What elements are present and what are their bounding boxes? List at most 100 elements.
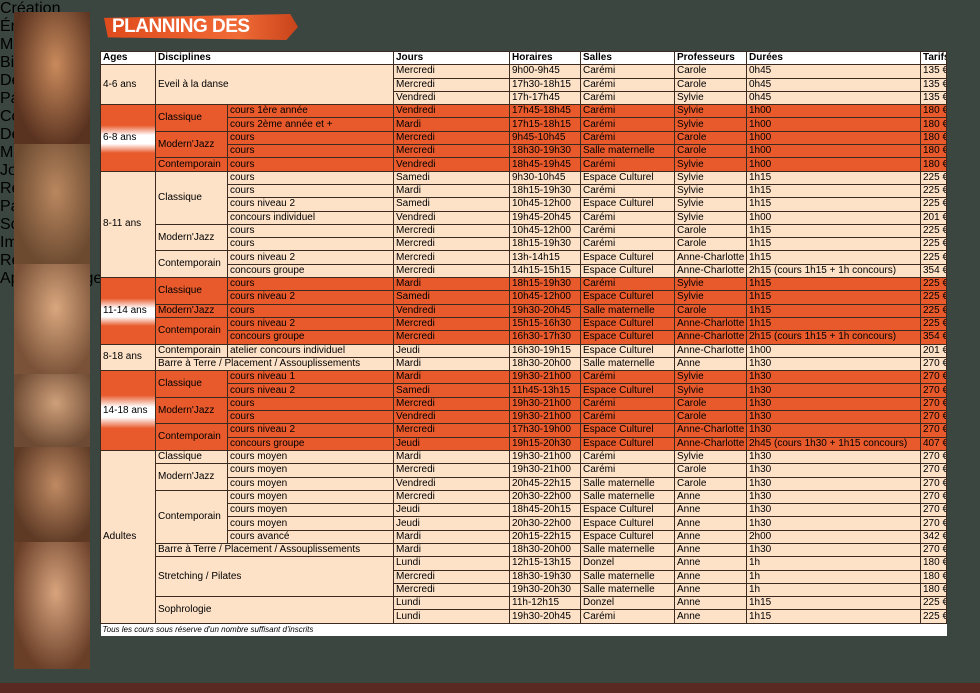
cell: 18h15-19h30 <box>509 277 581 292</box>
table-row: cours Mardi 18h15-19h30 Carémi Sylvie 1h15 225… <box>101 183 947 199</box>
cell: Carole <box>674 463 747 478</box>
cell: Anne <box>674 609 747 624</box>
cell: Vendredi <box>393 157 510 172</box>
course-cell: cours moyen <box>227 449 394 465</box>
cell: 0h45 <box>746 77 921 92</box>
discipline-cell: Contemporain <box>155 316 228 345</box>
cell: 0h45 <box>746 90 921 106</box>
cell: Espace Culturel <box>580 343 675 358</box>
cell: Lundi <box>393 609 510 624</box>
course-cell: cours niveau 2 <box>227 423 394 438</box>
cell: Mercredi <box>393 64 510 79</box>
cell: 1h30 <box>746 503 921 518</box>
discipline-cell: Contemporain <box>155 343 228 358</box>
table-row: concours groupe Mercredi 14h15-15h15 Espace… <box>101 263 947 279</box>
cell: Mercredi <box>393 144 510 159</box>
course-cell: cours <box>227 170 394 185</box>
age-cell: 14-18 ans <box>100 370 156 451</box>
course-cell: cours <box>227 144 394 159</box>
cell: Sylvie <box>674 290 747 305</box>
cell: 19h30-21h00 <box>509 410 581 425</box>
table-row: Stretching / Pilates Lundi 12h15-13h15 Donz… <box>101 556 947 598</box>
table-row: Contemporain cours niveau 2 Mercredi 15h15-… <box>101 316 947 345</box>
cell: Anne <box>674 569 747 584</box>
cell: 180 € <box>920 104 947 119</box>
cell: 9h45-10h45 <box>509 130 581 146</box>
discipline-cell: Eveil à la danse <box>155 64 394 106</box>
table-row: concours individuel Vendredi 19h45-20h45 Ca… <box>101 210 947 225</box>
cell: 201 € <box>920 210 947 225</box>
cell: Mercredi <box>393 77 510 92</box>
cell: Anne <box>674 489 747 505</box>
cell: 225 € <box>920 183 947 199</box>
cell: Mardi <box>393 542 510 558</box>
cell: Jeudi <box>393 436 510 451</box>
cell: Mardi <box>393 370 510 385</box>
table-row: cours Mercredi 18h30-19h30 Salle maternelle… <box>101 144 947 159</box>
cell: Espace Culturel <box>580 516 675 531</box>
course-cell: concours individuel <box>227 210 394 225</box>
discipline-cell: Barre à Terre / Placement / Assouplissem… <box>155 356 394 372</box>
course-cell: cours 2ème année et + <box>227 117 394 132</box>
cell: Espace Culturel <box>580 197 675 212</box>
cell: Anne-Charlotte <box>674 263 747 279</box>
cell: 1h15 <box>746 250 921 265</box>
cell: 1h30 <box>746 449 921 465</box>
cell: 19h30-21h00 <box>509 370 581 385</box>
cell: Anne <box>674 356 747 372</box>
cell: Mercredi <box>393 330 510 345</box>
cell: Sylvie <box>674 449 747 465</box>
cell: Anne-Charlotte <box>674 423 747 438</box>
column-header: Horaires <box>509 50 581 66</box>
cell: Sylvie <box>674 210 747 225</box>
table-row: Mercredi 19h30-20h30 Salle maternelle Anne 1… <box>101 582 947 598</box>
cell: 1h00 <box>746 210 921 225</box>
cell: 1h00 <box>746 104 921 119</box>
table-row: Lundi 19h30-20h45 Carémi Anne 1h15 225 € <box>101 609 947 624</box>
cell: Mardi <box>393 183 510 199</box>
cell: 1h15 <box>746 290 921 305</box>
cell: Carémi <box>580 130 675 146</box>
cell: Sylvie <box>674 183 747 199</box>
cell: 225 € <box>920 596 947 611</box>
cell: 225 € <box>920 277 947 292</box>
discipline-cell: Classique <box>155 104 228 132</box>
cell: Samedi <box>393 290 510 305</box>
cell: 201 € <box>920 343 947 358</box>
cell: Anne <box>674 529 747 544</box>
column-header: Durées <box>746 50 921 66</box>
cell: 18h45-20h15 <box>509 503 581 518</box>
cell: 1h30 <box>746 463 921 478</box>
cell: Salle maternelle <box>580 542 675 558</box>
cell: 1h30 <box>746 423 921 438</box>
cell: 17h30-18h15 <box>509 77 581 92</box>
course-cell: cours moyen <box>227 489 394 505</box>
discipline-cell: Modern'Jazz <box>155 130 228 159</box>
cell: 1h15 <box>746 303 921 318</box>
cell: 270 € <box>920 370 947 385</box>
cell: 18h15-19h30 <box>509 183 581 199</box>
cell: Mardi <box>393 449 510 465</box>
discipline-cell: Modern'Jazz <box>155 463 228 491</box>
cell: 225 € <box>920 223 947 239</box>
cell: 1h15 <box>746 197 921 212</box>
cell: 1h15 <box>746 609 921 624</box>
column-header: Tarifs <box>920 50 947 66</box>
cell: 1h00 <box>746 130 921 146</box>
discipline-cell: Classique <box>155 449 228 465</box>
cell: 1h30 <box>746 516 921 531</box>
cell: 11h-12h15 <box>509 596 581 611</box>
cell: Mercredi <box>393 130 510 146</box>
cell: Anne <box>674 596 747 611</box>
cell: Sylvie <box>674 90 747 106</box>
table-row: Contemporain cours moyen Mercredi 20h30-22h… <box>101 489 947 544</box>
photo-strip <box>14 12 90 687</box>
cell: 1h30 <box>746 396 921 412</box>
cell: Espace Culturel <box>580 170 675 185</box>
cell: 12h15-13h15 <box>509 556 581 571</box>
cell: Carole <box>674 396 747 412</box>
photo <box>14 12 90 144</box>
header-word: Création <box>0 0 61 17</box>
cell: 407 € <box>920 436 947 451</box>
